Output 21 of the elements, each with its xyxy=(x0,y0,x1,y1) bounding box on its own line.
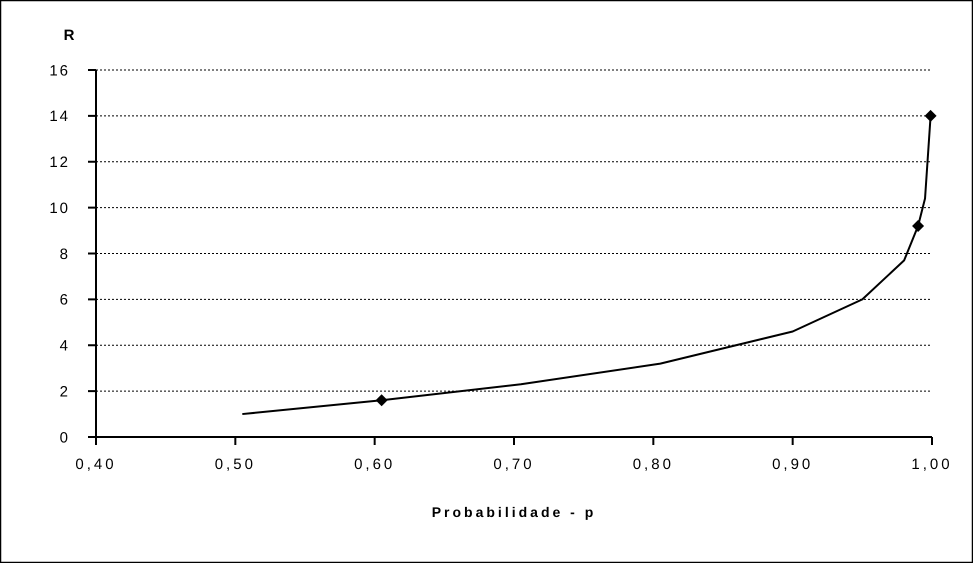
x-tick-label: 0,80 xyxy=(632,456,674,473)
point xyxy=(924,110,937,122)
y-tick-label: 12 xyxy=(49,154,70,171)
x-tick-label: 1,00 xyxy=(911,456,953,473)
x-tick-label: 0,90 xyxy=(772,456,814,473)
x-tick-label: 0,40 xyxy=(75,456,117,473)
y-tick-label: 6 xyxy=(60,292,70,309)
y-tick-label: 2 xyxy=(60,383,70,400)
y-axis-title: R xyxy=(64,27,75,44)
point xyxy=(376,394,388,406)
x-axis-title: Probabilidade - p xyxy=(432,504,596,520)
x-tick-label: 0,70 xyxy=(493,456,535,473)
y-tick-label: 0 xyxy=(60,429,70,446)
y-tick-label: 16 xyxy=(49,62,70,80)
y-tick-label: 14 xyxy=(49,108,70,126)
x-tick-label: 0,50 xyxy=(214,456,256,473)
y-tick-label: 8 xyxy=(60,246,70,263)
point xyxy=(912,220,924,232)
y-tick-label: 4 xyxy=(60,338,70,354)
y-tick-label: 10 xyxy=(49,200,70,217)
x-tick-label: 0,60 xyxy=(354,456,396,473)
